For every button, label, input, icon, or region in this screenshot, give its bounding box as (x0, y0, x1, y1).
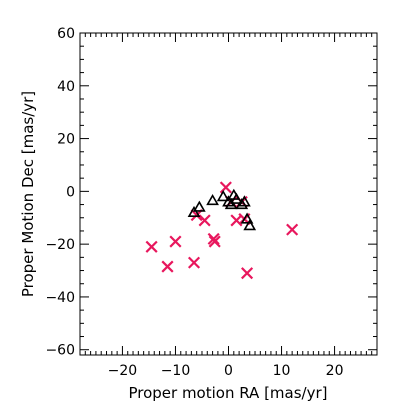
triangle-marker-point (206, 193, 219, 206)
x-marker-point (187, 256, 201, 269)
triangle-marker-point (187, 205, 201, 218)
triangle-marker-point (216, 190, 230, 202)
x-marker-point (198, 214, 211, 227)
x-marker-point (241, 267, 254, 280)
x-marker-point (190, 209, 203, 222)
x-marker-point (207, 232, 220, 245)
data-points (145, 181, 299, 280)
x-tick-label: 0 (224, 363, 233, 379)
y-tick-label: 20 (57, 132, 75, 148)
y-tick-label: 60 (57, 26, 75, 42)
x-marker-point (145, 240, 158, 253)
plot-frame (79, 32, 378, 356)
triangle-marker-point (238, 195, 251, 207)
x-tick-label: 10 (273, 363, 291, 379)
tick-labels: −20 −10 0 10 20 −60 −40 −20 0 20 40 60 (45, 26, 343, 379)
triangle-marker-point (243, 219, 257, 231)
x-marker-point (169, 235, 182, 248)
axis-ticks (79, 32, 378, 355)
x-tick-label: −20 (108, 363, 138, 379)
x-marker-point (208, 235, 221, 248)
y-tick-label: 0 (66, 184, 75, 200)
y-tick-label: −60 (45, 343, 75, 359)
triangle-marker-point (240, 212, 254, 224)
x-axis-label: Proper motion RA [mas/yr] (128, 384, 327, 402)
y-tick-label: 40 (57, 79, 75, 95)
triangle-marker-point (224, 197, 238, 210)
triangle-marker-point (192, 200, 206, 212)
triangle-marker-point (235, 197, 249, 210)
x-tick-label: −10 (161, 363, 191, 379)
x-marker-point (161, 260, 174, 273)
y-tick-label: −20 (45, 237, 75, 253)
triangle-marker-point (230, 192, 243, 204)
x-tick-label: 20 (326, 363, 344, 379)
x-marker-point (219, 181, 232, 194)
y-axis-label: Proper Motion Dec [mas/yr] (19, 91, 37, 297)
x-marker-point (286, 223, 299, 236)
y-tick-label: −40 (45, 290, 75, 306)
